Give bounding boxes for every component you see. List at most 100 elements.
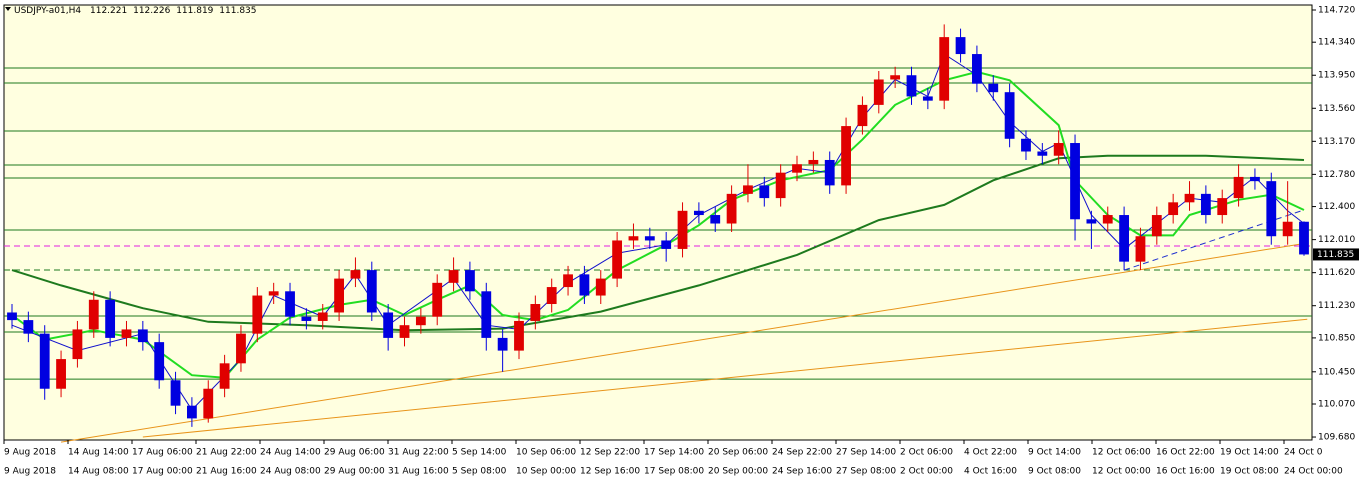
- candle-body: [841, 126, 851, 186]
- header-open: 112.221: [90, 6, 127, 16]
- candle-body: [203, 388, 214, 419]
- x-tick-label: 16 Oct 16:00: [1156, 467, 1215, 477]
- chart-layer: [4, 24, 1312, 443]
- y-tick-label: 110.070: [1318, 399, 1355, 409]
- x-tick-label: 24 Aug 08:00: [260, 467, 321, 477]
- candle-body: [1266, 181, 1277, 237]
- x-tick-label: 21 Aug 22:00: [196, 448, 257, 458]
- x-tick-label: 27 Sep 08:00: [836, 467, 896, 477]
- y-tick-label: 113.170: [1318, 137, 1355, 147]
- candle-body: [1119, 215, 1130, 262]
- candle-body: [628, 236, 639, 241]
- candle-body: [366, 270, 377, 313]
- x-tick-label: 9 Oct 14:00: [1028, 448, 1081, 458]
- trendline: [60, 242, 1308, 443]
- candle-body: [105, 299, 116, 338]
- candle-body: [268, 291, 279, 296]
- x-tick-label: 4 Oct 22:00: [964, 448, 1017, 458]
- candle-body: [808, 159, 819, 165]
- x-tick-label: 12 Sep 22:00: [580, 448, 640, 458]
- x-tick-label: 16 Oct 22:00: [1156, 448, 1215, 458]
- y-tick-label: 112.400: [1318, 202, 1355, 212]
- candle-body: [644, 236, 655, 241]
- x-tick-label: 31 Aug 16:00: [388, 467, 449, 477]
- price-label-bg: [1313, 248, 1359, 261]
- symbol: USDJPY-a01,H4: [14, 6, 81, 16]
- candle-body: [1053, 143, 1064, 156]
- candle-body: [1217, 198, 1228, 216]
- candle-body: [1070, 143, 1080, 220]
- candle-body: [121, 329, 132, 338]
- candle-body: [1184, 193, 1195, 203]
- candle-body: [988, 83, 999, 93]
- x-tick-label: 24 Oct 0: [1284, 448, 1323, 458]
- candle-body: [873, 79, 884, 105]
- trendline: [142, 318, 1308, 438]
- candle-body: [1135, 236, 1146, 262]
- candle-body: [1299, 221, 1309, 255]
- candle-body: [154, 342, 165, 381]
- candle-body: [759, 185, 770, 199]
- candle-body: [939, 37, 950, 101]
- candle-body: [56, 359, 66, 389]
- plot-area: [3, 4, 1313, 441]
- x-tick-label: 2 Oct 00:00: [900, 467, 953, 477]
- candle-body: [399, 325, 410, 338]
- x-tick-label: 9 Aug 2018: [4, 448, 56, 458]
- y-tick-label: 112.010: [1318, 235, 1355, 245]
- menu-arrow: [5, 7, 11, 11]
- candle-body: [301, 316, 312, 321]
- x-tick-label: 24 Aug 14:00: [260, 448, 321, 458]
- candle-body: [285, 291, 295, 317]
- x-tick-label: 9 Oct 08:00: [1028, 467, 1081, 477]
- candle-body: [465, 270, 475, 292]
- candle-body: [317, 312, 328, 321]
- y-tick-label: 111.230: [1318, 301, 1355, 311]
- x-tick-label: 20 Sep 06:00: [708, 448, 768, 458]
- candle-body: [1200, 193, 1211, 216]
- x-tick-label: 17 Aug 00:00: [132, 467, 193, 477]
- x-tick-label: 10 Sep 00:00: [516, 467, 576, 477]
- header-low: 111.819: [176, 6, 213, 16]
- candle-body: [775, 172, 786, 199]
- candle-body: [579, 274, 590, 296]
- candle-body: [1004, 92, 1015, 139]
- candle-body: [906, 75, 917, 97]
- x-tick-label: 29 Aug 00:00: [324, 467, 385, 477]
- candle-body: [481, 291, 492, 338]
- candle-body: [88, 299, 99, 330]
- candle-body: [922, 96, 933, 101]
- candle-body: [72, 329, 83, 360]
- x-tick-label: 4 Oct 16:00: [964, 467, 1017, 477]
- price-label: 111.835: [1317, 250, 1354, 260]
- candle-body: [334, 278, 344, 313]
- x-tick-label: 12 Sep 16:00: [580, 467, 640, 477]
- candle-body: [219, 363, 230, 389]
- candle-body: [710, 215, 721, 224]
- candle-body: [972, 54, 982, 84]
- candle-body: [514, 320, 524, 351]
- candle-body: [595, 278, 606, 296]
- candle-body: [383, 312, 394, 338]
- candle-body: [1102, 215, 1113, 224]
- candle-body: [1086, 219, 1097, 224]
- candle-body: [726, 193, 737, 224]
- y-tick-label: 112.780: [1318, 170, 1355, 180]
- candle-body: [252, 295, 263, 334]
- x-tick-label: 19 Oct 14:00: [1220, 448, 1279, 458]
- x-tick-label: 27 Sep 14:00: [836, 448, 896, 458]
- candle-body: [792, 164, 802, 173]
- candle-body: [137, 329, 148, 343]
- candle-body: [857, 104, 868, 127]
- candle-body: [186, 405, 197, 419]
- trendline: [1123, 209, 1305, 271]
- x-tick-label: 12 Oct 00:00: [1092, 467, 1151, 477]
- candle-body: [448, 270, 459, 283]
- candle-body: [170, 380, 181, 406]
- x-tick-label: 17 Aug 06:00: [132, 448, 193, 458]
- candle-body: [955, 37, 966, 55]
- y-tick-label: 113.560: [1318, 104, 1355, 114]
- candle-body: [23, 320, 34, 334]
- x-tick-label: 5 Sep 14:00: [452, 448, 507, 458]
